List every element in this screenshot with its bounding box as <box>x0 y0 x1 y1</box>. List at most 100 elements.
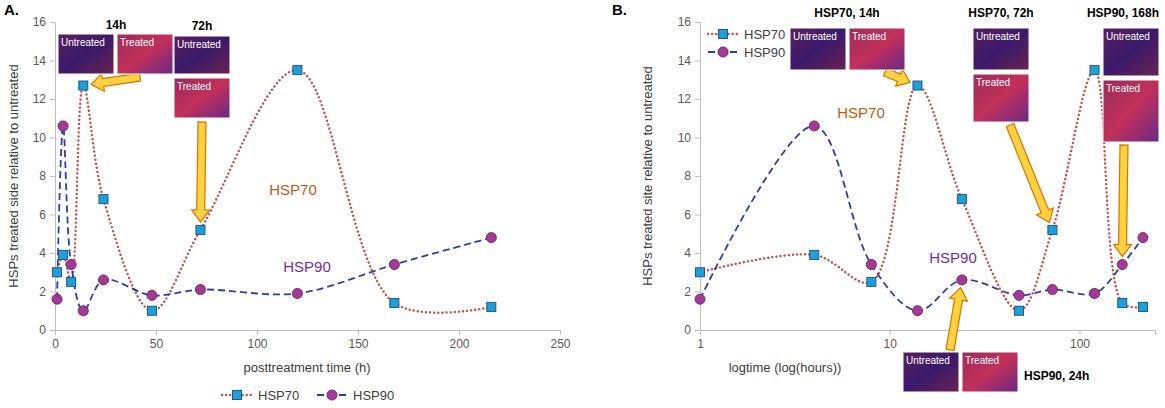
data-point <box>1014 290 1024 300</box>
micrograph <box>973 28 1029 70</box>
data-point <box>78 306 88 316</box>
x-tick: 100 <box>1070 330 1090 351</box>
y-tick: 4 <box>684 246 700 260</box>
y-tick: 16 <box>678 15 700 29</box>
micrograph-label: Treated <box>177 81 211 92</box>
y-tick: 10 <box>33 131 55 145</box>
data-point <box>292 288 302 298</box>
data-point <box>52 294 62 304</box>
x-tick-label: 1 <box>697 337 704 351</box>
legend-label: HSP70 <box>258 388 299 403</box>
series-line <box>700 126 1143 311</box>
data-point <box>866 260 876 270</box>
micrograph <box>790 28 846 70</box>
inset-title: 14h <box>106 18 127 32</box>
inset-arrow <box>946 288 967 351</box>
y-tick-label: 14 <box>678 54 692 68</box>
data-point <box>1118 299 1127 308</box>
y-tick-label: 16 <box>678 15 692 29</box>
micrograph <box>849 28 905 70</box>
y-tick-mark <box>50 61 55 62</box>
data-point <box>99 195 108 204</box>
series-line <box>57 126 491 311</box>
series-annotation: HSP70 <box>269 181 317 198</box>
data-point <box>195 285 205 295</box>
data-point <box>810 250 819 259</box>
micrograph-label: Treated <box>1106 83 1140 94</box>
y-tick-mark <box>695 215 700 216</box>
micrograph <box>1103 28 1159 76</box>
y-tick-label: 4 <box>684 246 691 260</box>
legend-marker <box>719 30 728 39</box>
x-tick-label: 10 <box>884 337 898 351</box>
data-point <box>390 299 399 308</box>
y-tick-label: 10 <box>678 131 692 145</box>
panel: 0501001502002500246810121416posttreatmen… <box>4 1 571 403</box>
y-tick-mark <box>50 176 55 177</box>
data-point <box>389 260 399 270</box>
x-tick-label: 0 <box>52 337 59 351</box>
y-axis: 0246810121416 <box>678 15 701 337</box>
data-point <box>1090 288 1100 298</box>
y-tick-label: 16 <box>33 15 47 29</box>
y-tick-label: 10 <box>33 131 47 145</box>
y-tick-label: 6 <box>39 208 46 222</box>
micrograph-label: Untreated <box>1106 31 1150 42</box>
inset-title: HSP70, 14h <box>814 6 879 20</box>
y-tick-mark <box>695 176 700 177</box>
y-tick-mark <box>50 253 55 254</box>
x-tick-mark <box>257 330 258 335</box>
legend-label: HSP90 <box>353 388 394 403</box>
x-axis-title: logtime (log(hours)) <box>729 360 842 375</box>
x-tick: 10 <box>884 330 898 351</box>
y-tick-label: 0 <box>39 323 46 337</box>
x-tick-mark <box>1079 330 1080 335</box>
y-tick-label: 0 <box>684 323 691 337</box>
micrograph <box>973 74 1029 122</box>
inset: UntreatedTreated72h <box>174 19 230 222</box>
y-tick-label: 14 <box>33 54 47 68</box>
data-point <box>1138 233 1148 243</box>
x-axis-line <box>56 331 561 336</box>
data-point <box>487 302 496 311</box>
x-tick: 200 <box>449 330 469 351</box>
micrograph-label: Untreated <box>793 31 837 42</box>
y-tick-label: 12 <box>678 92 692 106</box>
y-tick: 12 <box>678 92 700 106</box>
series-annotation: HSP90 <box>929 249 977 266</box>
data-point <box>66 260 76 270</box>
inset: UntreatedTreatedHSP90, 168h <box>1087 6 1159 257</box>
x-axis-line <box>701 331 1156 336</box>
data-point <box>486 233 496 243</box>
data-point <box>79 81 88 90</box>
y-axis-title: HSPs treated side relative to untreated <box>6 64 21 287</box>
data-point <box>867 277 876 286</box>
micrograph <box>1103 80 1159 142</box>
x-tick-mark <box>459 330 460 335</box>
micrograph-label: Treated <box>965 355 999 366</box>
inset: UntreatedTreated14h <box>58 18 173 91</box>
data-point <box>912 306 922 316</box>
y-tick-mark <box>50 292 55 293</box>
series-annotation: HSP70 <box>837 104 885 121</box>
legend-label: HSP70 <box>744 27 785 42</box>
plot-area <box>695 66 1148 316</box>
panel: 1101000246810121416logtime (log(hours))H… <box>612 1 1159 392</box>
y-tick-mark <box>695 22 700 23</box>
x-tick-mark <box>358 330 359 335</box>
micrograph-label: Untreated <box>906 355 950 366</box>
micrograph-label: Untreated <box>61 37 105 48</box>
x-tick: 250 <box>550 330 570 351</box>
y-tick-mark <box>695 61 700 62</box>
x-tick: 1 <box>697 330 704 351</box>
data-point <box>1047 285 1057 295</box>
data-point <box>53 268 62 277</box>
inset-arrow <box>91 73 140 91</box>
y-tick-label: 8 <box>39 169 46 183</box>
x-tick: 100 <box>247 330 267 351</box>
y-tick: 8 <box>39 169 55 183</box>
x-axis: 050100150200250 <box>52 330 571 351</box>
inset-arrow <box>1006 124 1053 223</box>
y-tick-label: 12 <box>33 92 47 106</box>
y-tick-mark <box>695 292 700 293</box>
